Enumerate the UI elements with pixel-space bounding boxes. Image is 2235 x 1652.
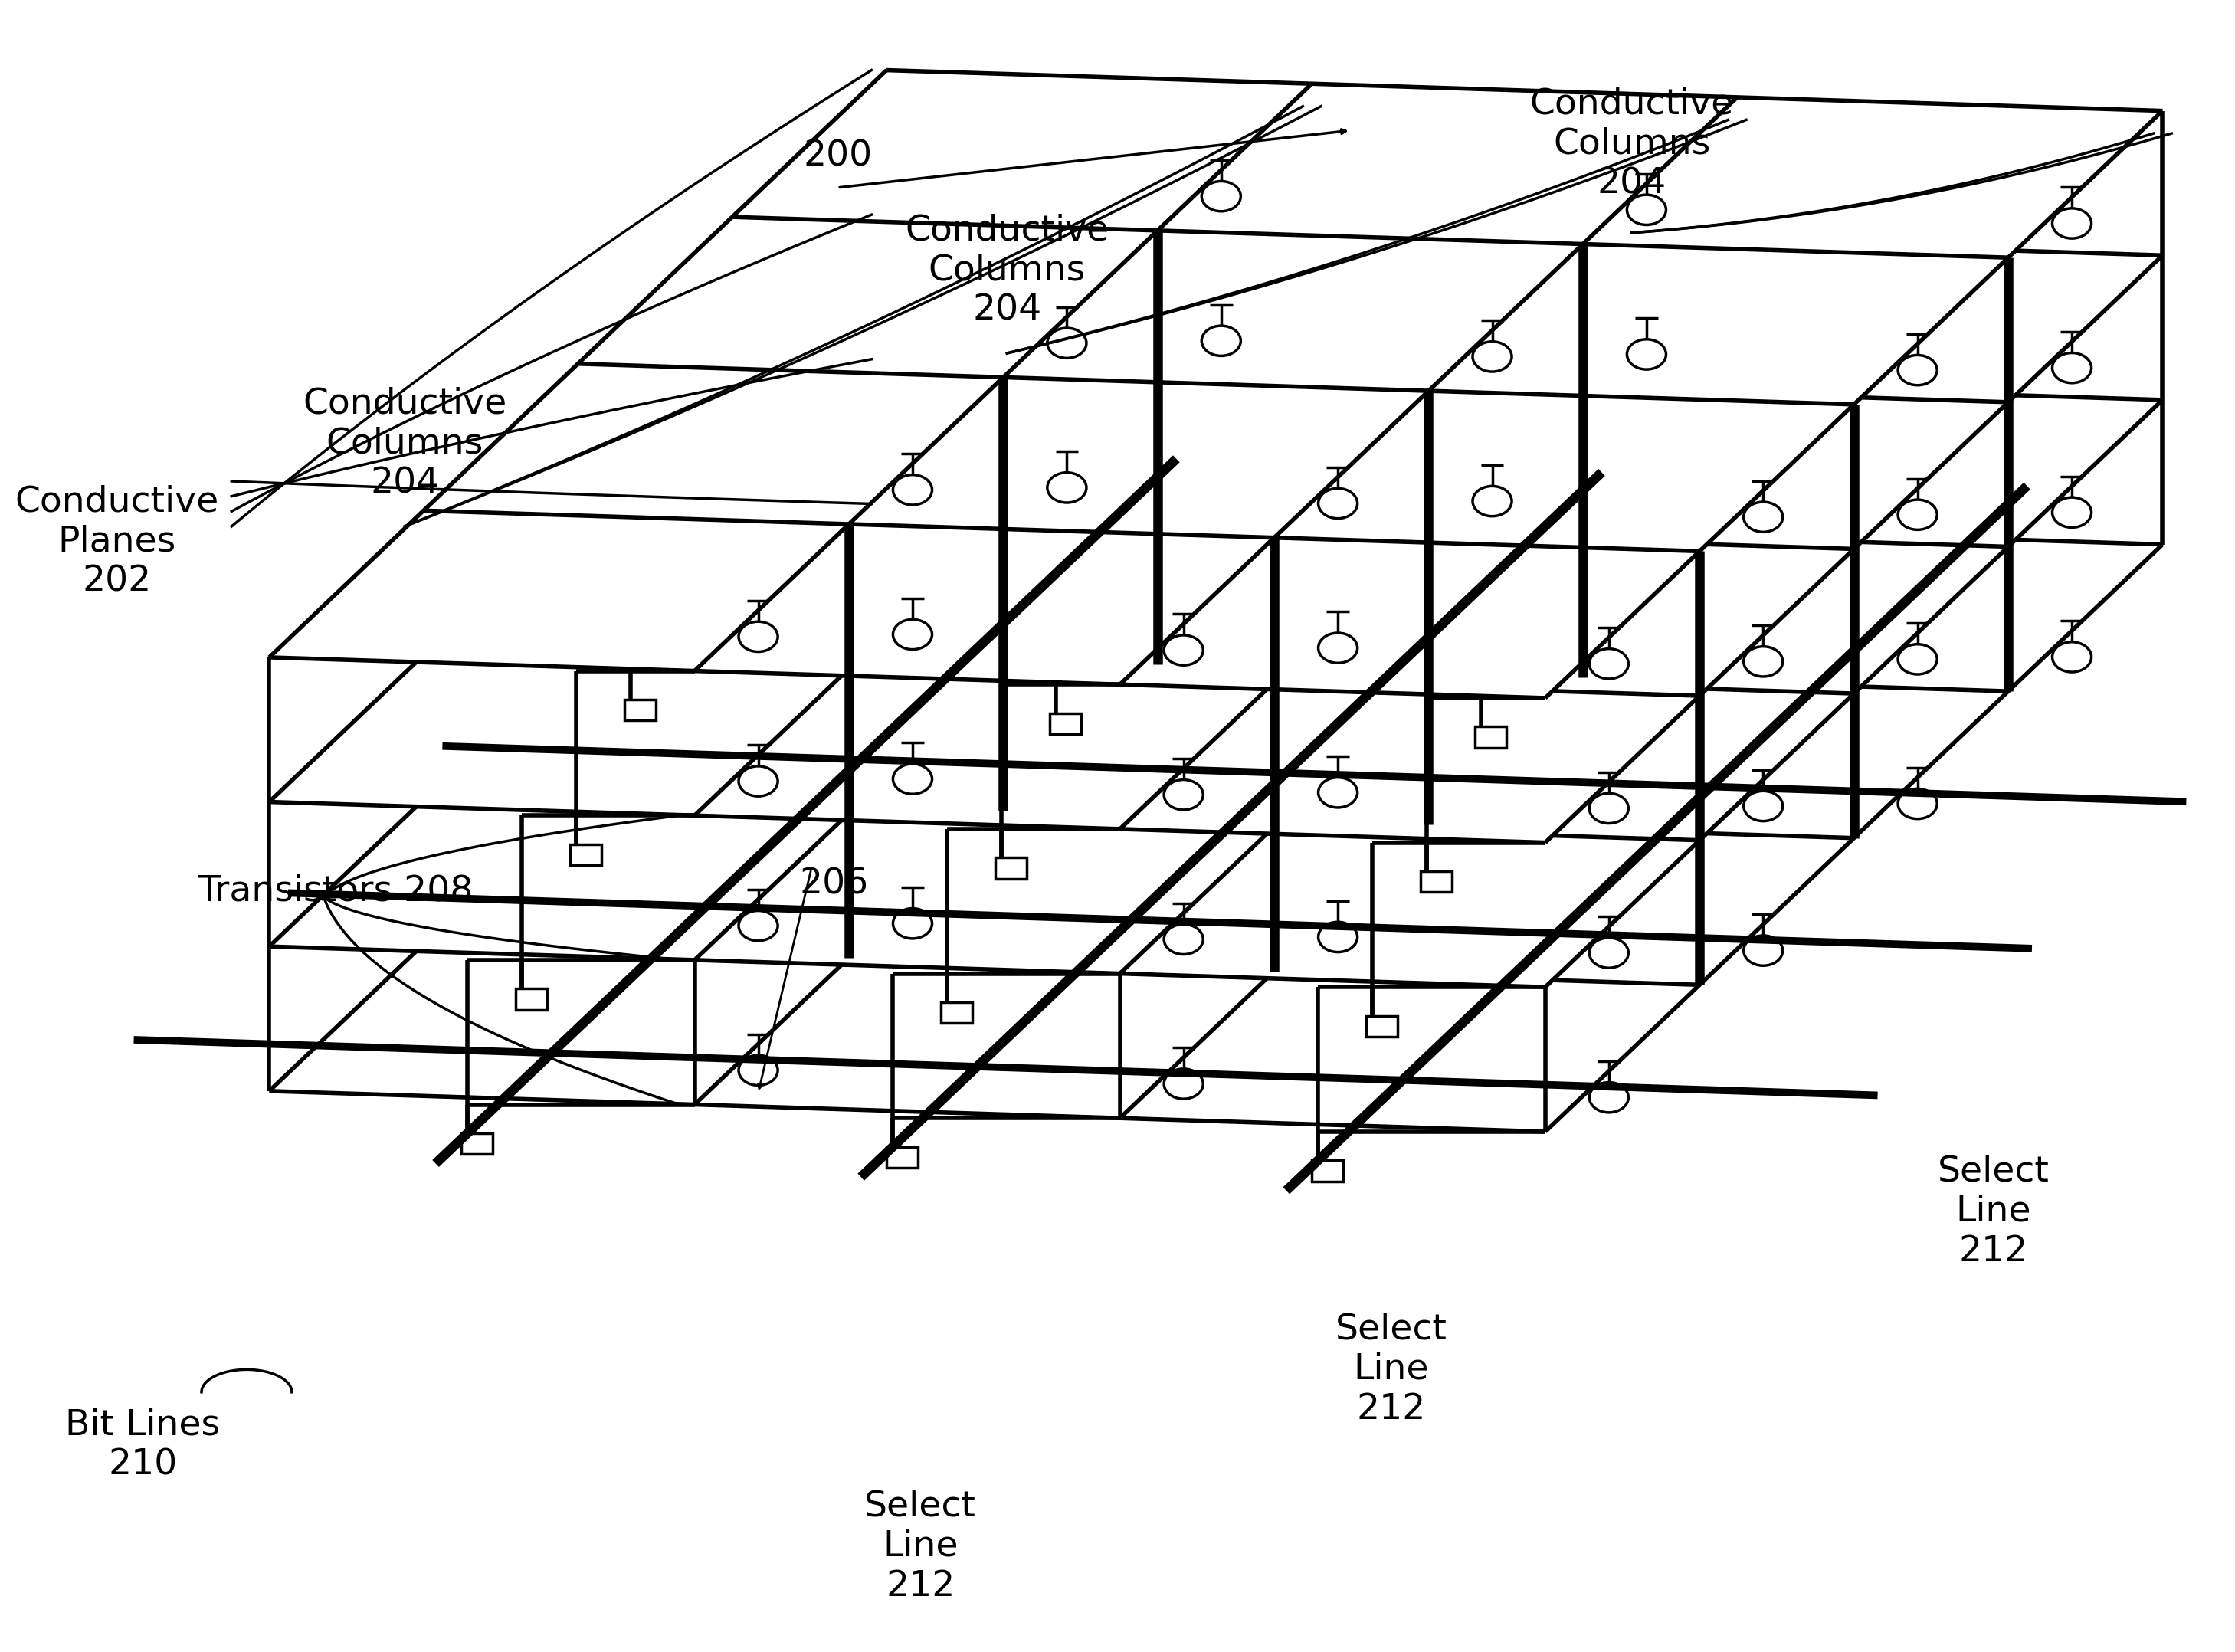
Ellipse shape: [1743, 791, 1784, 821]
Ellipse shape: [1048, 329, 1086, 358]
Ellipse shape: [1898, 644, 1938, 674]
Ellipse shape: [738, 1056, 778, 1085]
Bar: [1421, 871, 1453, 892]
Bar: [1050, 714, 1082, 733]
Polygon shape: [268, 358, 2163, 988]
Ellipse shape: [1319, 922, 1357, 952]
Bar: [1312, 1160, 1343, 1181]
Text: Conductive
Columns
204: Conductive Columns 204: [1529, 88, 1734, 202]
Ellipse shape: [738, 621, 778, 653]
Ellipse shape: [1898, 355, 1938, 385]
Ellipse shape: [1627, 484, 1665, 514]
Ellipse shape: [1319, 633, 1357, 662]
Ellipse shape: [1743, 646, 1784, 677]
Ellipse shape: [1473, 342, 1511, 372]
Ellipse shape: [1589, 793, 1629, 823]
Bar: [941, 1003, 972, 1023]
Bar: [995, 857, 1026, 879]
Polygon shape: [268, 215, 2163, 843]
Text: Select
Line
212: Select Line 212: [865, 1490, 977, 1604]
Ellipse shape: [1202, 325, 1240, 355]
Bar: [887, 1146, 919, 1168]
Ellipse shape: [1627, 195, 1665, 225]
Ellipse shape: [2052, 643, 2092, 672]
Ellipse shape: [1473, 486, 1511, 515]
Polygon shape: [268, 504, 2163, 1132]
Ellipse shape: [1164, 1069, 1202, 1099]
Ellipse shape: [1319, 778, 1357, 808]
Ellipse shape: [1743, 935, 1784, 966]
Ellipse shape: [1898, 499, 1938, 530]
Ellipse shape: [1164, 634, 1202, 666]
Ellipse shape: [894, 909, 932, 938]
Ellipse shape: [1627, 339, 1665, 370]
Ellipse shape: [1048, 762, 1086, 791]
Text: Conductive
Columns
204: Conductive Columns 204: [905, 213, 1109, 327]
Bar: [624, 699, 655, 720]
Text: Conductive
Columns
204: Conductive Columns 204: [302, 387, 507, 501]
Ellipse shape: [1589, 649, 1629, 679]
Ellipse shape: [738, 910, 778, 940]
Ellipse shape: [1589, 1082, 1629, 1112]
Bar: [1366, 1016, 1397, 1037]
Ellipse shape: [1048, 472, 1086, 502]
Text: Conductive
Planes
202: Conductive Planes 202: [16, 484, 219, 598]
Ellipse shape: [1048, 618, 1086, 648]
Text: Select
Line
212: Select Line 212: [1938, 1155, 2049, 1269]
Ellipse shape: [894, 763, 932, 795]
Text: Select
Line
212: Select Line 212: [1334, 1312, 1446, 1427]
Ellipse shape: [1202, 615, 1240, 644]
Bar: [460, 1133, 492, 1155]
Ellipse shape: [894, 620, 932, 649]
Ellipse shape: [1589, 938, 1629, 968]
Bar: [570, 844, 601, 866]
Ellipse shape: [1202, 182, 1240, 211]
Ellipse shape: [1473, 631, 1511, 661]
Bar: [1475, 727, 1506, 748]
Bar: [516, 988, 548, 1009]
Ellipse shape: [2052, 208, 2092, 238]
Ellipse shape: [1627, 628, 1665, 659]
Ellipse shape: [1898, 788, 1938, 819]
Ellipse shape: [894, 474, 932, 506]
Polygon shape: [268, 69, 2163, 699]
Ellipse shape: [2052, 497, 2092, 527]
Ellipse shape: [2052, 354, 2092, 383]
Ellipse shape: [738, 767, 778, 796]
Ellipse shape: [1202, 471, 1240, 501]
Text: Bit Lines
210: Bit Lines 210: [65, 1408, 221, 1482]
Text: 200: 200: [802, 139, 872, 173]
Text: Transistors 208: Transistors 208: [197, 874, 474, 909]
Ellipse shape: [1164, 923, 1202, 955]
Text: 206: 206: [800, 867, 869, 902]
Ellipse shape: [1319, 489, 1357, 519]
Ellipse shape: [1473, 775, 1511, 805]
Ellipse shape: [1164, 780, 1202, 809]
Ellipse shape: [1743, 502, 1784, 532]
